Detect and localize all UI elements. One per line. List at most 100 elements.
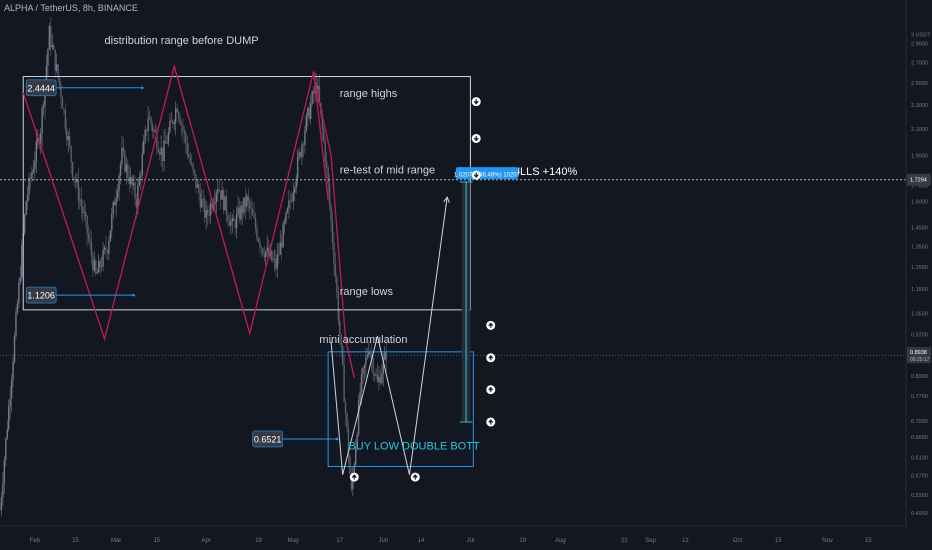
candle-body <box>35 141 37 162</box>
candle-body <box>249 201 251 209</box>
candle-body <box>372 357 374 374</box>
candle-body <box>5 438 7 461</box>
candle-body <box>247 195 249 202</box>
candle-body <box>244 197 247 207</box>
candle-body <box>131 176 133 186</box>
candle-body <box>251 209 254 216</box>
candle-body <box>21 245 23 278</box>
candle-body <box>186 143 188 155</box>
candle-body <box>99 260 101 268</box>
candle-body <box>296 156 299 179</box>
candle-body <box>217 189 219 194</box>
candle-body <box>294 188 296 193</box>
price-tick-label: 2.9000 <box>911 41 928 47</box>
candle-body <box>330 205 332 221</box>
candle-body <box>257 238 260 242</box>
candle-body <box>105 247 107 252</box>
annotation-range-lows: range lows <box>340 286 394 298</box>
candle-body <box>289 200 292 202</box>
candle-body <box>206 210 209 216</box>
candle-body <box>98 260 100 273</box>
candle-body <box>190 162 193 164</box>
candle-body <box>312 91 315 94</box>
candle-body <box>129 176 132 184</box>
candle-body <box>141 153 143 176</box>
candle-body <box>353 464 355 477</box>
candle-body <box>224 196 226 211</box>
candle-body <box>376 375 379 382</box>
candle-body <box>47 49 49 66</box>
price-tick-label: 0.7700 <box>911 394 928 400</box>
candle-body <box>250 208 252 210</box>
candle-body <box>269 250 271 256</box>
candle-body <box>16 303 19 313</box>
candle-body <box>166 143 168 144</box>
candle-body <box>254 217 257 229</box>
candle-body <box>275 258 277 269</box>
candle-body <box>256 228 258 239</box>
candle-body <box>246 195 248 207</box>
candle-body <box>164 140 167 144</box>
candle-body <box>73 176 75 179</box>
time-tick-label: Nov <box>822 538 833 544</box>
candle-body <box>13 335 16 362</box>
price-tick-label: 1.7000 <box>911 183 928 189</box>
candle-body <box>53 45 55 50</box>
candle-body <box>331 220 334 243</box>
candle-body <box>219 190 222 200</box>
candle-body <box>124 151 126 172</box>
time-tick-label: Feb <box>30 538 41 544</box>
candle-body <box>334 263 337 278</box>
candle-body <box>193 169 196 175</box>
candle-body <box>259 241 261 248</box>
candle-body <box>143 140 145 154</box>
candle-body <box>84 212 87 217</box>
candle-body <box>333 242 335 264</box>
candle-body <box>132 182 135 186</box>
candle-body <box>29 177 32 179</box>
candle-body <box>66 128 68 141</box>
candle-body <box>243 197 245 213</box>
candle-body <box>134 182 136 199</box>
candle-body <box>299 152 302 157</box>
level-label-box <box>252 430 283 448</box>
candle-body <box>298 152 300 157</box>
candle-body <box>48 26 51 50</box>
candle-body <box>266 247 268 252</box>
candle-body <box>276 254 279 269</box>
candle-body <box>272 259 274 261</box>
candle-body <box>311 91 313 104</box>
annotation-buy-low: BUY LOW DOUBLE BOTT <box>348 440 479 452</box>
price-tick-label: 1.3500 <box>911 245 928 251</box>
candle-body <box>205 210 207 218</box>
time-tick-label: Oct <box>733 538 743 544</box>
candle-body <box>128 177 130 184</box>
candle-body <box>375 375 377 376</box>
candle-body <box>214 202 216 205</box>
candle-body <box>92 255 94 271</box>
candle-body <box>9 398 11 407</box>
candle-body <box>67 136 69 141</box>
candle-body <box>323 128 325 142</box>
candle-body <box>121 147 123 164</box>
accumulation-zone-box <box>327 351 474 467</box>
candle-body <box>288 200 290 209</box>
candle-body <box>80 199 83 207</box>
candle-body <box>315 82 318 90</box>
level-label-box <box>25 79 57 97</box>
candle-body <box>280 242 283 248</box>
level-dot <box>140 86 144 90</box>
candle-body <box>378 377 380 382</box>
price-axis-background <box>906 0 932 550</box>
candle-body <box>95 260 97 274</box>
candle-body <box>177 111 180 118</box>
candle-body <box>327 167 329 185</box>
crosshair-price-value: 1.7294 <box>910 178 927 184</box>
candle-body <box>45 65 48 82</box>
time-tick-label: Mar <box>111 538 121 544</box>
candle-body <box>41 107 43 134</box>
candle-body <box>167 132 170 144</box>
candle-body <box>366 355 369 357</box>
